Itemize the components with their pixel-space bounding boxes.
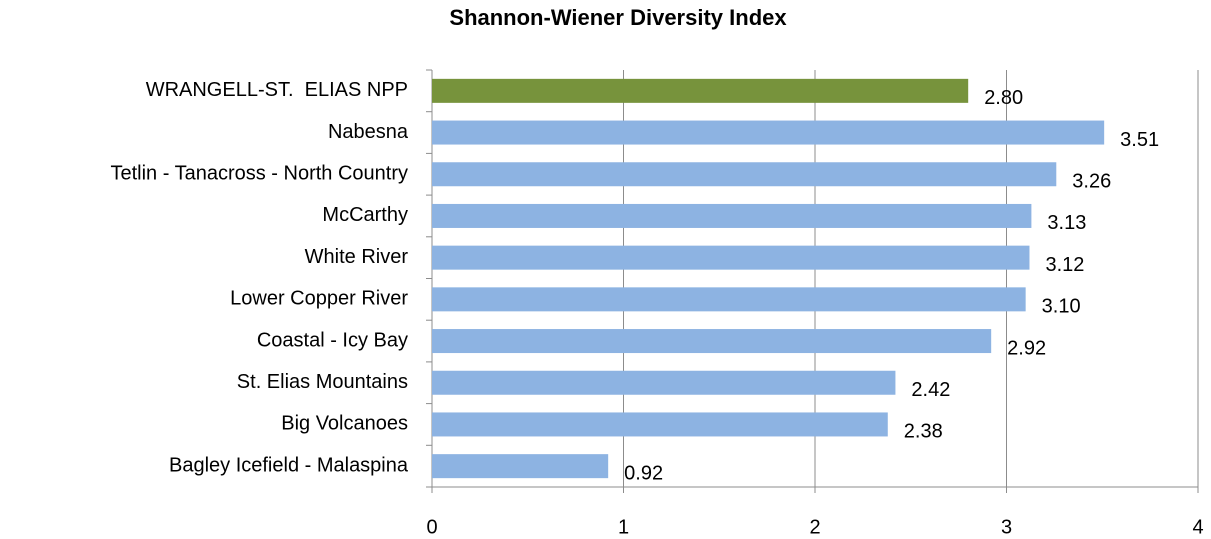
bar	[432, 78, 969, 103]
y-tick-label: WRANGELL-ST. ELIAS NPP	[146, 79, 408, 101]
data-label: 2.38	[904, 421, 943, 443]
x-tick-label: 2	[809, 516, 820, 538]
data-label: 2.80	[984, 87, 1023, 109]
x-tick-label: 3	[1001, 516, 1012, 538]
x-tick-label: 0	[426, 516, 437, 538]
bar	[432, 245, 1030, 270]
data-label: 2.92	[1007, 337, 1046, 359]
y-tick-label: Nabesna	[328, 121, 409, 143]
data-label: 3.10	[1042, 296, 1081, 318]
y-tick-label: McCarthy	[322, 204, 408, 226]
y-tick-label: White River	[305, 246, 409, 268]
data-label: 3.13	[1047, 212, 1086, 234]
data-label: 3.12	[1045, 254, 1084, 276]
bar	[432, 120, 1105, 145]
y-tick-label: Big Volcanoes	[281, 413, 408, 435]
y-tick-label: St. Elias Mountains	[237, 371, 408, 393]
bar	[432, 370, 896, 395]
x-tick-label: 1	[618, 516, 629, 538]
bar	[432, 329, 992, 354]
bar	[432, 412, 888, 437]
data-label: 3.26	[1072, 171, 1111, 193]
bar	[432, 454, 609, 479]
bar	[432, 162, 1057, 187]
y-tick-label: Coastal - Icy Bay	[257, 329, 408, 351]
chart-title: Shannon-Wiener Diversity Index	[449, 5, 787, 30]
y-tick-label: Lower Copper River	[230, 288, 408, 310]
y-tick-label: Tetlin - Tanacross - North Country	[110, 163, 408, 185]
data-label: 0.92	[624, 462, 663, 484]
data-label: 2.42	[911, 379, 950, 401]
bar	[432, 203, 1032, 228]
x-tick-label: 4	[1192, 516, 1203, 538]
y-tick-label: Bagley Icefield - Malaspina	[169, 454, 409, 476]
data-label: 3.51	[1120, 129, 1159, 151]
bar	[432, 287, 1026, 312]
